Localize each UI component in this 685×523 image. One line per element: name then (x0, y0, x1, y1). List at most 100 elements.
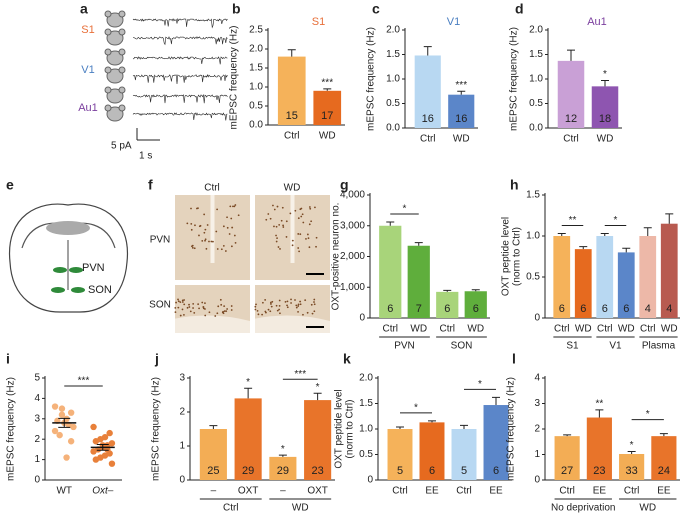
data-point (58, 405, 66, 412)
mouse-ear (118, 28, 126, 36)
stained-cell (279, 312, 281, 315)
y-tick-label: 1 (534, 449, 540, 460)
error-bar (323, 88, 332, 91)
mouse-ear (118, 66, 126, 74)
error-bar (313, 392, 322, 401)
y-tick-label: 2.0 (249, 44, 263, 55)
y-tick-label: 1.5 (529, 49, 543, 60)
stained-cell (299, 233, 302, 236)
y-tick-label: 0 (534, 313, 540, 324)
stained-cell (175, 301, 177, 304)
n-label: 6 (387, 303, 393, 315)
group-label: V1 (609, 341, 622, 352)
stained-cell (233, 234, 236, 237)
significance: * (414, 402, 418, 413)
data-point (92, 438, 100, 445)
y-tick-label: 2.0 (529, 25, 543, 36)
trace (132, 112, 228, 121)
ventricle (210, 195, 215, 263)
stained-cell (255, 303, 257, 306)
stained-cell (234, 241, 237, 244)
bar (553, 236, 571, 318)
y-tick-label: 0.0 (249, 120, 263, 131)
stained-cell (208, 240, 210, 243)
stained-cell (305, 237, 307, 240)
sem-bar (96, 444, 109, 451)
significance: * (403, 204, 407, 215)
stained-cell (177, 298, 179, 301)
stained-cell (212, 240, 214, 243)
stained-cell (230, 309, 233, 311)
stained-cell (265, 311, 267, 314)
y-tick-label: 4,000 (340, 190, 365, 201)
mouse-ear (104, 66, 112, 74)
stained-cell (230, 305, 233, 307)
stained-cell (298, 250, 301, 253)
y-tick-label: 2 (179, 407, 185, 418)
significance: *** (78, 376, 90, 387)
n-label: 5 (397, 465, 403, 477)
y-tick-label: 0.5 (526, 272, 540, 283)
panel-letter: h (510, 177, 519, 193)
data-point (63, 454, 70, 461)
group-label: PVN (394, 341, 415, 352)
stained-cell (290, 298, 292, 301)
error-bar (601, 79, 609, 87)
mouse-icon (106, 30, 124, 46)
stained-cell (290, 302, 292, 304)
n-label: 18 (599, 113, 611, 125)
stained-cell (284, 300, 287, 303)
stained-cell (297, 303, 300, 306)
panel-letter: a (80, 1, 88, 17)
stained-cell (270, 305, 273, 308)
n-label: 6 (444, 303, 450, 315)
x-tick-label: Ctrl (624, 486, 640, 497)
n-label: 25 (207, 465, 219, 477)
y-tick-label: 0 (34, 475, 40, 486)
y-tick-label: 3 (179, 373, 185, 384)
stained-cell (278, 308, 280, 311)
error-bar (643, 227, 652, 236)
significance: * (316, 382, 320, 393)
bar (199, 429, 227, 480)
stained-cell (278, 299, 281, 302)
error-bar (627, 450, 636, 454)
data-point (90, 423, 97, 431)
error-bar (460, 424, 468, 429)
x-tick-label: WT (56, 486, 72, 497)
significance: *** (294, 369, 306, 380)
bar (617, 252, 635, 318)
stained-cell (306, 311, 309, 314)
x-tick-label: OXT (238, 486, 259, 497)
trace (132, 17, 228, 29)
stained-cell (216, 312, 219, 315)
stained-cell (194, 224, 196, 227)
n-label: 23 (312, 465, 324, 477)
panel-letter: k (343, 351, 351, 367)
stained-cell (300, 215, 303, 218)
bar (619, 453, 645, 480)
panel-letter: l (512, 351, 516, 367)
error-bar (457, 90, 466, 95)
n-label: 6 (559, 303, 565, 315)
stained-cell (282, 224, 285, 227)
stained-cell (205, 247, 208, 250)
stained-cell (198, 307, 200, 310)
stained-cell (192, 307, 194, 309)
stained-cell (315, 236, 318, 239)
mouse-ear (104, 48, 112, 56)
y-tick-label: 0 (359, 313, 365, 324)
stained-cell (223, 305, 226, 307)
bar (304, 400, 332, 480)
y-tick-label: 1.0 (526, 231, 540, 242)
bar (651, 436, 677, 480)
group-label: No deprivation (551, 503, 615, 514)
error-bar (209, 425, 218, 429)
y-tick-label: 0.5 (359, 449, 373, 460)
panel-letter: e (6, 177, 14, 193)
y-tick-label: 1,000 (340, 282, 365, 293)
stained-cell (204, 228, 207, 231)
stained-cell (177, 306, 180, 309)
chart-title: V1 (447, 16, 460, 28)
panel-letter: i (6, 351, 10, 367)
